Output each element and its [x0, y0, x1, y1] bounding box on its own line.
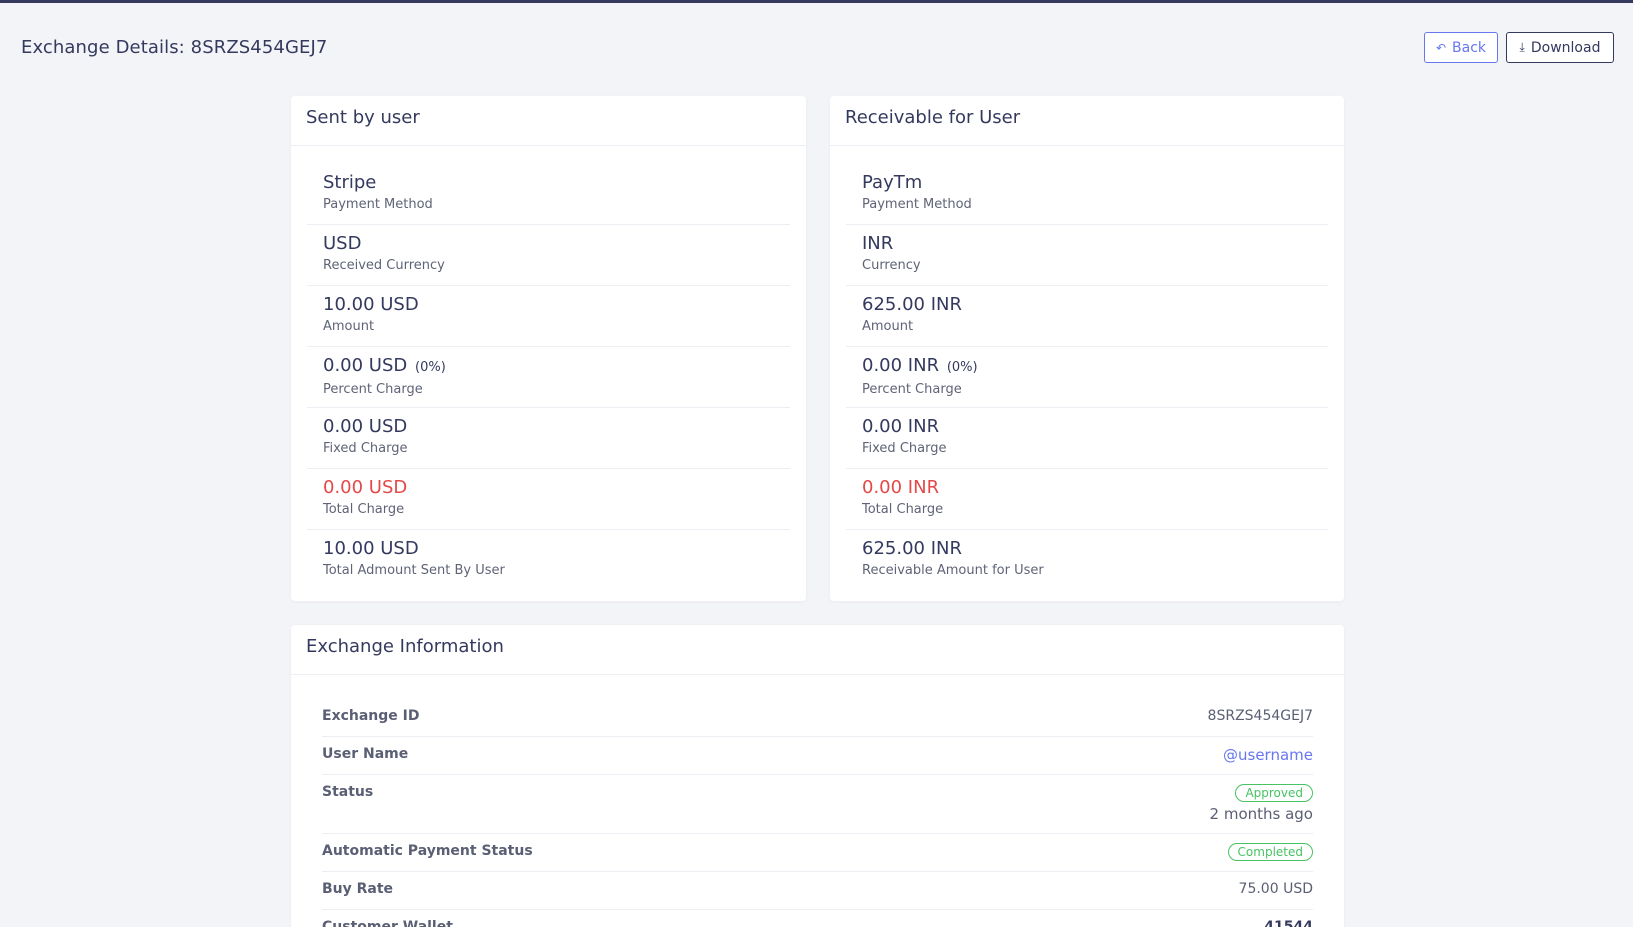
undo-arrow-icon: ↶: [1435, 40, 1447, 55]
amount-label: Amount: [323, 319, 375, 334]
sent-by-user-card: Sent by user Stripe Payment Method USD R…: [291, 96, 806, 601]
list-item: 625.00 INR Amount: [846, 286, 1328, 347]
card-title: Exchange Information: [291, 625, 1344, 675]
customer-wallet-label: Customer Wallet: [322, 919, 453, 927]
page-title: Exchange Details: 8SRZS454GEJ7: [21, 37, 328, 58]
info-row-exchange-id: Exchange ID 8SRZS454GEJ7: [322, 699, 1313, 737]
currency-value: INR: [862, 233, 894, 254]
fixed-charge-label: Fixed Charge: [862, 441, 947, 456]
list-item: 0.00 USD (0%) Percent Charge: [307, 347, 790, 408]
currency-label: Currency: [862, 258, 921, 273]
info-row-automatic-payment-status: Automatic Payment Status Completed: [322, 834, 1313, 872]
list-item: 10.00 USD Total Admount Sent By User: [307, 530, 790, 591]
payment-method-label: Payment Method: [323, 197, 433, 212]
back-button-label: Back: [1452, 39, 1487, 56]
receivable-amount-label: Receivable Amount for User: [862, 563, 1044, 578]
user-name-link[interactable]: @username: [1223, 746, 1313, 764]
download-button-label: Download: [1530, 39, 1601, 56]
list-item: 10.00 USD Amount: [307, 286, 790, 347]
amount-label: Amount: [862, 319, 914, 334]
list-item: PayTm Payment Method: [846, 164, 1328, 225]
status-label: Status: [322, 784, 374, 800]
info-row-customer-wallet: Customer Wallet 41544: [322, 910, 1313, 927]
amount-value: 625.00 INR: [862, 294, 962, 315]
status-badge: Approved: [1235, 784, 1313, 802]
info-list: Exchange ID 8SRZS454GEJ7 User Name @user…: [291, 675, 1344, 927]
info-row-status: Status Approved 2 months ago: [322, 775, 1313, 834]
sent-list: Stripe Payment Method USD Received Curre…: [291, 146, 806, 591]
total-charge-label: Total Charge: [862, 502, 944, 517]
list-item: 625.00 INR Receivable Amount for User: [846, 530, 1328, 591]
percent-charge-amount: 0.00 USD: [323, 355, 408, 376]
card-title: Sent by user: [291, 96, 806, 146]
list-item: 0.00 INR Total Charge: [846, 469, 1328, 530]
back-button[interactable]: ↶ Back: [1424, 32, 1498, 63]
list-item: USD Received Currency: [307, 225, 790, 286]
buy-rate-label: Buy Rate: [322, 881, 394, 897]
status-value: Approved 2 months ago: [1210, 784, 1313, 823]
status-badge: Completed: [1227, 843, 1313, 861]
fixed-charge-value: 0.00 INR: [862, 416, 940, 437]
download-button[interactable]: ⤓ Download: [1506, 32, 1614, 63]
exchange-information-card: Exchange Information Exchange ID 8SRZS45…: [291, 625, 1344, 927]
percent-charge-value: 0.00 USD (0%): [323, 354, 774, 380]
amount-value: 10.00 USD: [323, 294, 419, 315]
fixed-charge-value: 0.00 USD: [323, 416, 408, 437]
user-name-label: User Name: [322, 746, 409, 762]
receivable-list: PayTm Payment Method INR Currency 625.00…: [830, 146, 1344, 591]
total-sent-label: Total Admount Sent By User: [323, 563, 505, 578]
list-item: 0.00 INR Fixed Charge: [846, 408, 1328, 469]
list-item: 0.00 USD Fixed Charge: [307, 408, 790, 469]
card-title: Receivable for User: [830, 96, 1344, 146]
percent-charge-label: Percent Charge: [323, 382, 423, 397]
receivable-amount-value: 625.00 INR: [862, 538, 962, 559]
page-header: Exchange Details: 8SRZS454GEJ7 ↶ Back ⤓ …: [0, 3, 1633, 95]
list-item: 0.00 INR (0%) Percent Charge: [846, 347, 1328, 408]
payment-method-label: Payment Method: [862, 197, 972, 212]
download-icon: ⤓: [1519, 40, 1525, 54]
list-item: Stripe Payment Method: [307, 164, 790, 225]
percent-charge-value: 0.00 INR (0%): [862, 354, 1312, 380]
list-item: 0.00 USD Total Charge: [307, 469, 790, 530]
total-charge-value: 0.00 INR: [862, 477, 940, 498]
buy-rate-value: 75.00 USD: [1238, 881, 1313, 897]
payment-method-value: Stripe: [323, 172, 377, 193]
automatic-payment-status-value: Completed: [1227, 843, 1313, 861]
total-charge-value: 0.00 USD: [323, 477, 408, 498]
customer-wallet-value: 41544: [1264, 919, 1313, 927]
fixed-charge-label: Fixed Charge: [323, 441, 408, 456]
currency-value: USD: [323, 233, 362, 254]
total-charge-label: Total Charge: [323, 502, 405, 517]
exchange-id-value: 8SRZS454GEJ7: [1207, 708, 1313, 724]
total-sent-value: 10.00 USD: [323, 538, 419, 559]
list-item: INR Currency: [846, 225, 1328, 286]
percent-charge-rate: (0%): [946, 360, 978, 375]
status-time: 2 months ago: [1209, 805, 1313, 823]
percent-charge-rate: (0%): [415, 360, 446, 375]
payment-method-value: PayTm: [862, 172, 923, 193]
automatic-payment-status-label: Automatic Payment Status: [322, 843, 533, 859]
info-row-buy-rate: Buy Rate 75.00 USD: [322, 872, 1313, 910]
percent-charge-label: Percent Charge: [862, 382, 962, 397]
exchange-id-label: Exchange ID: [322, 708, 420, 724]
currency-label: Received Currency: [323, 258, 445, 273]
receivable-for-user-card: Receivable for User PayTm Payment Method…: [830, 96, 1344, 601]
info-row-user-name: User Name @username: [322, 737, 1313, 775]
percent-charge-amount: 0.00 INR: [862, 355, 940, 376]
